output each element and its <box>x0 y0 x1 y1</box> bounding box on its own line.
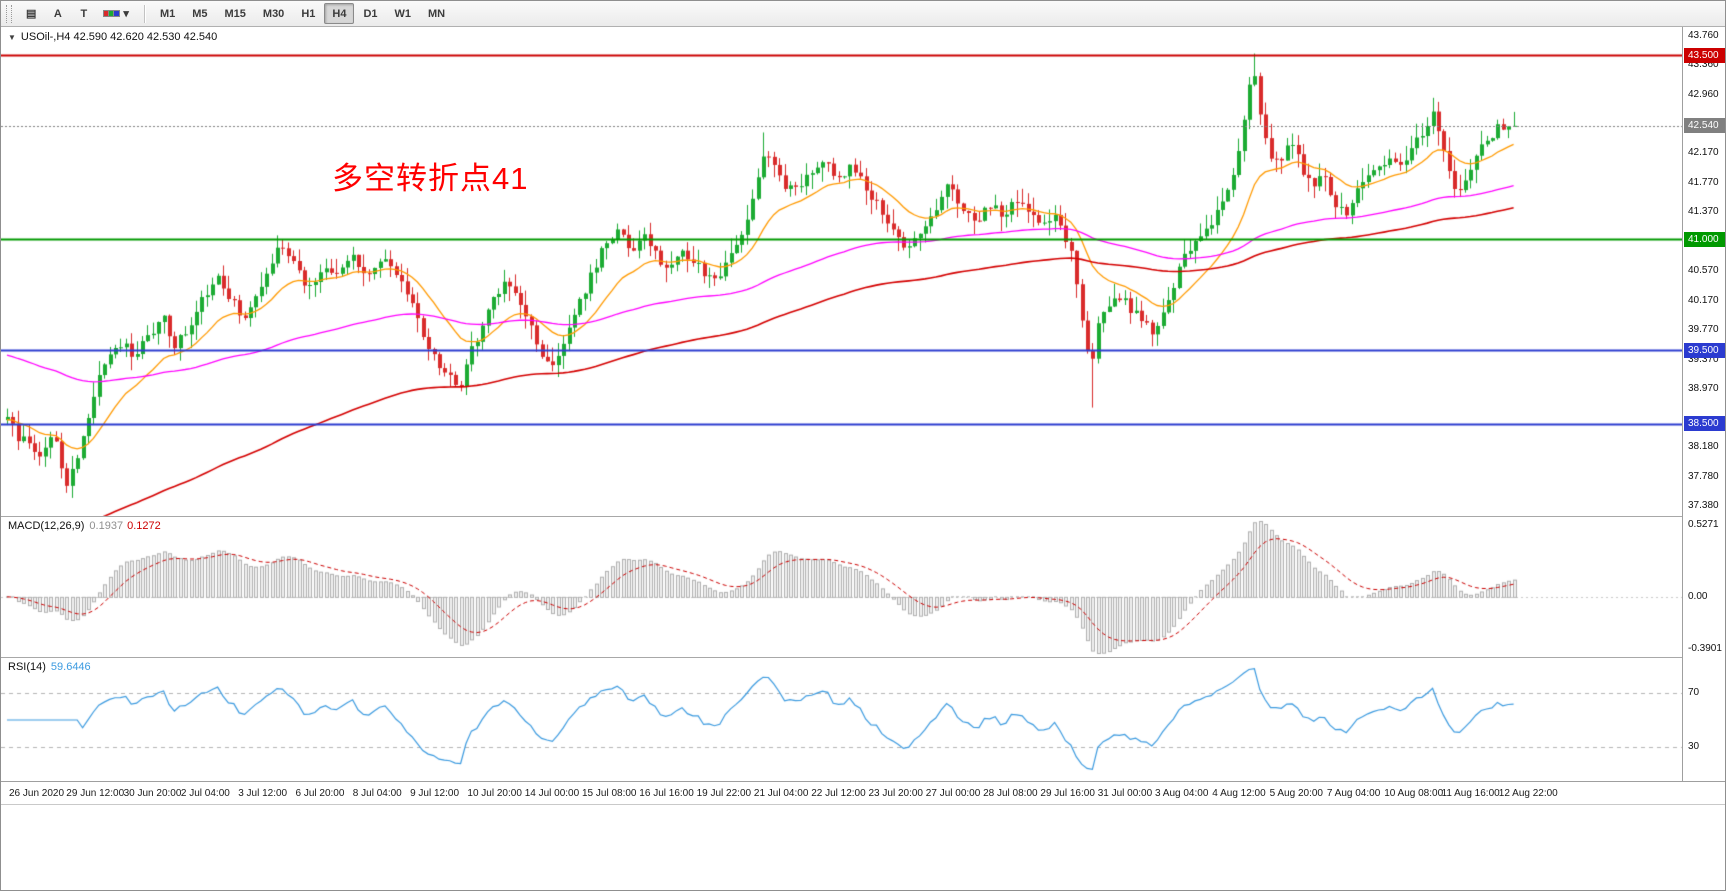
price-tick-label: 41.370 <box>1688 206 1719 218</box>
macd-scale-max: 0.5271 <box>1688 519 1719 530</box>
chart-area: ▼ USOil-,H4 42.590 42.620 42.530 42.540 … <box>1 27 1725 890</box>
chart-dropdown-icon[interactable]: ▼ <box>8 32 16 42</box>
colors-dropdown[interactable]: ▾ <box>97 3 137 24</box>
time-axis-label: 21 Jul 04:00 <box>753 788 809 799</box>
rsi-level-label: 30 <box>1688 741 1700 753</box>
time-axis[interactable]: 26 Jun 2020 29 Jun 12:00 30 Jun 20:00 2 Jul… <box>1 781 1725 805</box>
price-tick-label: 39.770 <box>1688 324 1719 336</box>
time-axis-label: 8 Jul 04:00 <box>352 788 402 799</box>
price-level-badge: 39.500 <box>1684 342 1725 358</box>
text-label-tool-a[interactable]: A <box>45 3 70 24</box>
toolbar: ▤ A T ▾ M1 M5 M15 M30 H1 H4 D1 W1 MN <box>1 1 1725 27</box>
chart-window-icon-glyph: ▤ <box>26 8 37 20</box>
colors-dropdown-glyph: ▾ <box>123 8 129 20</box>
time-axis-label: 10 Jul 20:00 <box>467 788 522 799</box>
time-axis-label: 22 Jul 12:00 <box>811 788 866 799</box>
time-axis-label: 6 Jul 20:00 <box>295 788 345 799</box>
time-axis-label: 3 Aug 04:00 <box>1155 788 1209 799</box>
price-tick-label: 43.360 <box>1688 59 1719 71</box>
tool-button-group: ▤ A T ▾ <box>18 3 137 24</box>
price-tick-label: 39.370 <box>1688 353 1719 365</box>
time-axis-label: 30 Jun 20:00 <box>123 788 182 799</box>
time-axis-label: 12 Aug 22:00 <box>1498 788 1558 799</box>
time-axis-label: 28 Jul 08:00 <box>983 788 1038 799</box>
macd-scale-min: -0.3901 <box>1688 643 1722 654</box>
color-swatches-icon <box>103 10 121 17</box>
price-tick-label: 40.570 <box>1688 265 1719 277</box>
time-axis-label: 29 Jul 16:00 <box>1040 788 1095 799</box>
time-axis-label: 9 Jul 12:00 <box>410 788 460 799</box>
price-scale[interactable]: 43.76043.36042.96042.17041.77041.37040.9… <box>1682 27 1725 781</box>
current-price-badge: 42.540 <box>1684 118 1725 134</box>
chart-window-icon[interactable]: ▤ <box>18 3 44 24</box>
time-axis-label: 27 Jul 00:00 <box>925 788 981 799</box>
price-level-badge: 43.500 <box>1684 47 1725 63</box>
rsi-name: RSI(14) <box>8 661 46 673</box>
time-axis-label: 16 Jul 16:00 <box>639 788 694 799</box>
toolbar-separator <box>143 4 145 23</box>
price-tick-label: 41.770 <box>1688 176 1719 188</box>
time-axis-label: 14 Jul 00:00 <box>524 788 580 799</box>
timeframe-button-m5[interactable]: M5 <box>192 7 208 20</box>
time-axis-label: 3 Jul 12:00 <box>238 788 288 799</box>
text-label-tool-t-glyph: T <box>80 7 88 20</box>
time-axis-label: 4 Aug 12:00 <box>1212 788 1266 799</box>
time-axis-label: 23 Jul 20:00 <box>868 788 924 799</box>
macd-main-value: 0.1937 <box>89 520 124 532</box>
price-tick-label: 42.170 <box>1688 147 1719 159</box>
timeframe-button-mn[interactable]: MN <box>428 7 446 20</box>
price-tick-label: 37.380 <box>1688 500 1719 512</box>
timeframe-button-h1[interactable]: H1 <box>301 7 316 20</box>
timeframe-button-d1[interactable]: D1 <box>363 7 378 20</box>
price-tick-label: 38.970 <box>1688 383 1719 395</box>
timeframe-button-h4[interactable]: H4 <box>324 3 355 24</box>
rsi-indicator-label: RSI(14) 59.6446 <box>8 661 91 673</box>
timeframe-button-m15[interactable]: M15 <box>224 7 246 20</box>
time-axis-label: 5 Aug 20:00 <box>1269 788 1323 799</box>
timeframe-button-group: M1 M5 M15 M30 H1 H4 D1 W1 MN <box>152 3 453 24</box>
toolbar-drag-handle[interactable] <box>6 4 12 23</box>
text-label-tool-a-glyph: A <box>53 7 62 20</box>
chart-title: ▼ USOil-,H4 42.590 42.620 42.530 42.540 <box>8 31 217 43</box>
symbol-ohlc-label: USOil-,H4 42.590 42.620 42.530 42.540 <box>20 31 218 43</box>
rsi-value: 59.6446 <box>50 661 91 673</box>
price-tick-label: 38.180 <box>1688 441 1719 453</box>
timeframe-button-m1[interactable]: M1 <box>159 7 176 20</box>
time-axis-label: 15 Jul 08:00 <box>582 788 637 799</box>
time-axis-label: 10 Aug 08:00 <box>1384 788 1444 799</box>
macd-scale-zero: 0.00 <box>1688 590 1708 602</box>
price-tick-label: 42.960 <box>1688 88 1719 100</box>
macd-name: MACD(12,26,9) <box>8 520 85 532</box>
price-level-badge: 38.500 <box>1684 416 1725 432</box>
time-axis-label: 31 Jul 00:00 <box>1097 788 1153 799</box>
price-tick-label: 40.170 <box>1688 294 1719 306</box>
pane-separator-rsi[interactable] <box>1 657 1725 658</box>
timeframe-button-m30[interactable]: M30 <box>262 7 285 20</box>
price-tick-label: 37.780 <box>1688 470 1719 482</box>
time-axis-label: 11 Aug 16:00 <box>1441 788 1500 799</box>
macd-indicator-label: MACD(12,26,9) 0.1937 0.1272 <box>8 520 161 532</box>
pane-separator-macd[interactable] <box>1 516 1725 517</box>
price-tick-label: 43.760 <box>1688 29 1719 41</box>
time-axis-label: 26 Jun 2020 <box>9 788 65 799</box>
text-label-tool-t[interactable]: T <box>71 3 96 24</box>
rsi-level-label: 70 <box>1688 686 1700 698</box>
timeframe-button-w1[interactable]: W1 <box>394 7 412 20</box>
time-axis-label: 7 Aug 04:00 <box>1326 788 1381 799</box>
time-axis-label: 19 Jul 22:00 <box>696 788 752 799</box>
time-axis-label: 2 Jul 04:00 <box>180 788 230 799</box>
time-axis-label: 29 Jun 12:00 <box>66 788 125 799</box>
price-level-badge: 41.000 <box>1684 231 1725 247</box>
macd-signal-value: 0.1272 <box>127 520 161 532</box>
chart-annotation-text[interactable]: 多空转折点41 <box>332 161 529 196</box>
candlestick-chart-canvas[interactable] <box>1 27 1682 781</box>
